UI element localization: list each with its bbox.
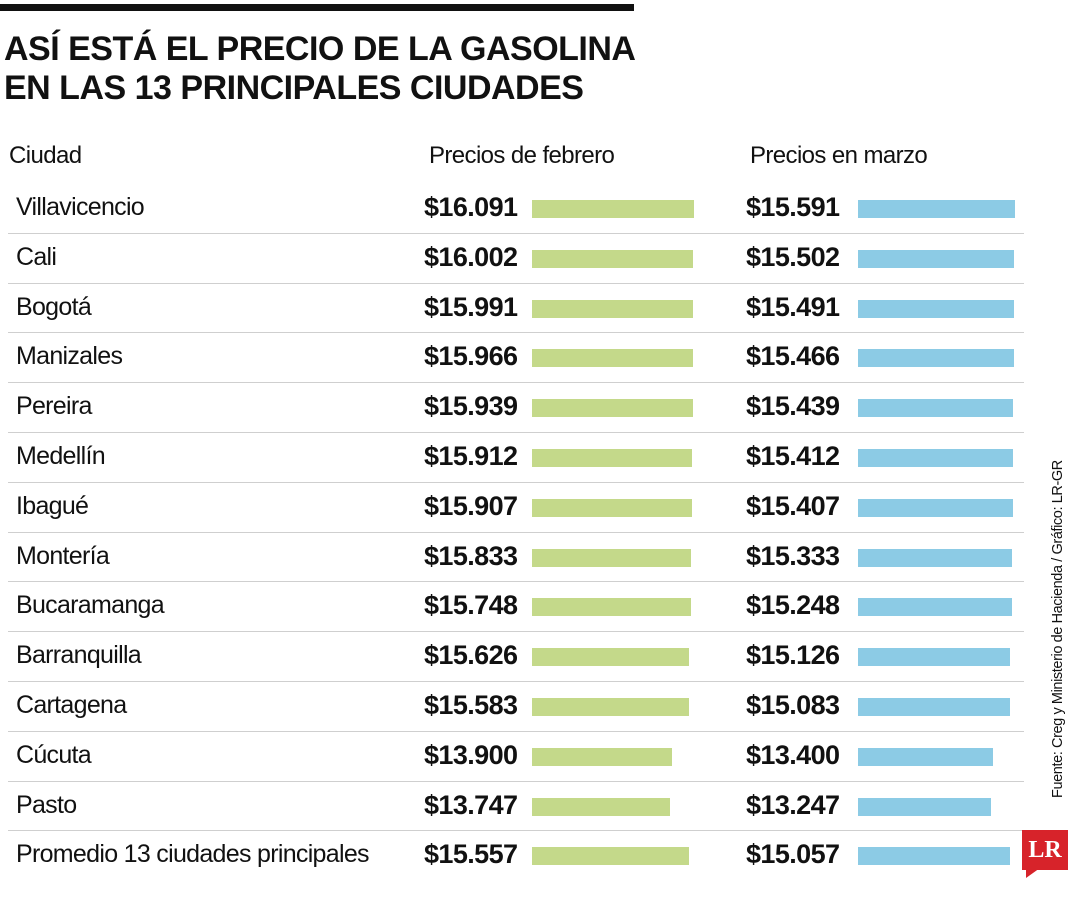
city-label: Cúcuta — [16, 740, 92, 769]
table-row: Montería $15.833 $15.333 — [8, 533, 1024, 583]
february-bar — [532, 399, 693, 418]
february-price-label: $15.939 — [424, 391, 518, 422]
march-price-label: $15.412 — [746, 440, 840, 471]
march-price-label: $15.502 — [746, 241, 840, 272]
column-header-city: Ciudad — [9, 142, 82, 169]
table-row: Bogotá $15.991 $15.491 — [8, 284, 1024, 334]
city-label: Montería — [16, 541, 110, 570]
march-bar — [858, 349, 1014, 368]
february-bar — [532, 498, 693, 517]
march-bar — [858, 648, 1011, 667]
table-row: Pasto $13.747 $13.247 — [8, 782, 1024, 832]
city-label: Manizales — [16, 342, 123, 371]
february-bar — [532, 797, 671, 816]
table-row: Ibagué $15.907 $15.407 — [8, 483, 1024, 533]
march-price-label: $15.439 — [746, 391, 840, 422]
february-bar — [532, 598, 691, 617]
march-price-label: $13.400 — [746, 739, 840, 770]
price-table: Villavicencio $16.091 $15.591 Cali $16.002 $1… — [8, 184, 1024, 881]
march-price-label: $15.126 — [746, 640, 840, 671]
february-bar — [532, 349, 693, 368]
february-bar — [532, 200, 694, 218]
column-header-march: Precios en marzo — [750, 142, 928, 169]
lr-logo-tail — [1026, 868, 1040, 878]
march-bar — [858, 847, 1010, 866]
february-price-label: $15.991 — [424, 291, 518, 322]
february-price-label: $16.002 — [424, 241, 518, 272]
lr-logo: LR — [1022, 830, 1068, 878]
february-price-label: $15.583 — [424, 689, 518, 720]
city-label: Barranquilla — [16, 641, 142, 670]
table-row: Barranquilla $15.626 $15.126 — [8, 632, 1024, 682]
february-price-label: $13.747 — [424, 789, 518, 820]
march-price-label: $15.083 — [746, 689, 840, 720]
chart-title: ASÍ ESTÁ EL PRECIO DE LA GASOLINA EN LAS… — [4, 30, 684, 108]
top-rule — [0, 4, 634, 11]
title-line-2: EN LAS 13 PRINCIPALES CIUDADES — [4, 69, 584, 107]
february-price-label: $15.626 — [424, 640, 518, 671]
march-bar — [858, 548, 1013, 567]
february-price-label: $13.900 — [424, 739, 518, 770]
table-row: Manizales $15.966 $15.466 — [8, 333, 1024, 384]
march-bar — [858, 498, 1014, 517]
february-price-label: $15.833 — [424, 540, 518, 571]
march-price-label: $15.591 — [746, 192, 840, 222]
city-label: Cali — [16, 242, 57, 271]
city-label: Ibagué — [16, 491, 89, 520]
city-label: Pasto — [16, 790, 77, 819]
march-bar — [858, 697, 1010, 716]
source-note: Fuente: Creg y Ministerio de Hacienda / … — [1050, 460, 1066, 798]
title-line-1: ASÍ ESTÁ EL PRECIO DE LA GASOLINA — [4, 30, 636, 68]
march-price-label: $15.491 — [746, 291, 840, 322]
march-bar — [858, 448, 1014, 467]
march-bar — [858, 747, 993, 766]
table-row: Cartagena $15.583 $15.083 — [8, 682, 1024, 732]
city-label: Pereira — [16, 392, 92, 421]
february-price-label: $15.912 — [424, 440, 518, 471]
march-bar — [858, 200, 1015, 218]
table-row: Bucaramanga $15.748 $15.248 — [8, 582, 1024, 633]
table-row: Villavicencio $16.091 $15.591 — [8, 184, 1024, 234]
city-label: Medellín — [16, 441, 106, 470]
march-bar — [858, 797, 992, 816]
february-price-label: $15.907 — [424, 490, 518, 521]
table-row: Pereira $15.939 $15.439 — [8, 383, 1024, 433]
march-bar — [858, 249, 1015, 268]
table-row: Medellín $15.912 $15.412 — [8, 433, 1024, 483]
city-label: Bucaramanga — [16, 591, 165, 620]
march-bar — [858, 399, 1014, 418]
city-label: Villavicencio — [16, 193, 145, 221]
lr-logo-text: LR — [1028, 837, 1062, 863]
february-price-label: $15.966 — [424, 341, 518, 372]
march-price-label: $15.407 — [746, 490, 840, 521]
march-price-label: $15.333 — [746, 540, 840, 571]
february-bar — [532, 448, 693, 467]
table-row-average: Promedio 13 ciudades principales $15.557 $… — [8, 831, 1024, 881]
city-label: Bogotá — [16, 292, 92, 321]
city-label: Promedio 13 ciudades principales — [16, 840, 370, 869]
february-bar — [532, 299, 693, 318]
february-bar — [532, 747, 672, 766]
february-bar — [532, 648, 690, 667]
march-price-label: $13.247 — [746, 789, 840, 820]
february-bar — [532, 697, 689, 716]
march-bar — [858, 299, 1014, 318]
column-header-february: Precios de febrero — [429, 142, 615, 169]
march-price-label: $15.057 — [746, 839, 840, 870]
table-row: Cali $16.002 $15.502 — [8, 234, 1024, 284]
february-bar — [532, 249, 694, 268]
february-price-label: $15.557 — [424, 839, 518, 870]
february-bar — [532, 548, 692, 567]
lr-logo-box — [1022, 830, 1068, 870]
february-price-label: $16.091 — [424, 192, 518, 222]
march-price-label: $15.248 — [746, 590, 840, 621]
city-label: Cartagena — [16, 690, 127, 719]
march-bar — [858, 598, 1012, 617]
february-price-label: $15.748 — [424, 590, 518, 621]
february-bar — [532, 847, 689, 866]
table-row: Cúcuta $13.900 $13.400 — [8, 732, 1024, 782]
march-price-label: $15.466 — [746, 341, 840, 372]
